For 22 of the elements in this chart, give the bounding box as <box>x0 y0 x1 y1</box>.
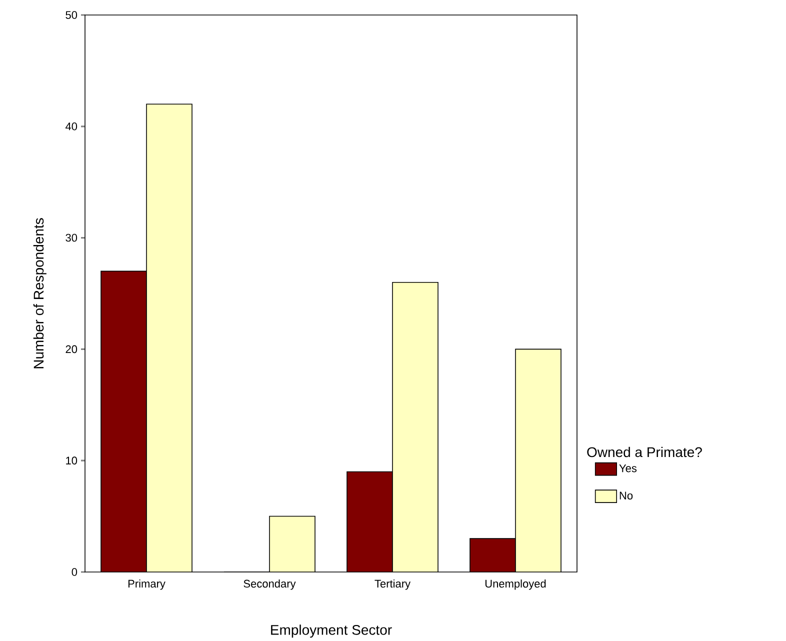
bar <box>346 471 393 572</box>
x-axis-title: Employment Sector <box>271 624 392 638</box>
y-tick-label: 0 <box>72 568 78 576</box>
bar <box>470 538 516 572</box>
x-tick-label: Unemployed <box>485 580 546 590</box>
y-axis-title: Number of Respondents <box>33 218 46 368</box>
y-tick-label: 40 <box>66 122 78 130</box>
y-tick-label: 30 <box>66 234 78 242</box>
legend-label: No <box>620 492 633 500</box>
y-tick-label: 50 <box>66 11 78 19</box>
legend-label: Yes <box>619 464 637 472</box>
x-tick-label: Primary <box>128 580 166 590</box>
x-tick-label: Secondary <box>244 580 296 590</box>
bar <box>100 271 147 572</box>
bar <box>269 516 316 572</box>
y-tick-label: 20 <box>66 345 78 354</box>
legend-title: Owned a Primate? <box>587 446 702 458</box>
bar <box>146 104 192 572</box>
y-tick-label: 10 <box>66 456 78 464</box>
bar <box>515 348 562 572</box>
bar <box>392 282 438 572</box>
x-tick-label: Tertiary <box>374 580 411 590</box>
